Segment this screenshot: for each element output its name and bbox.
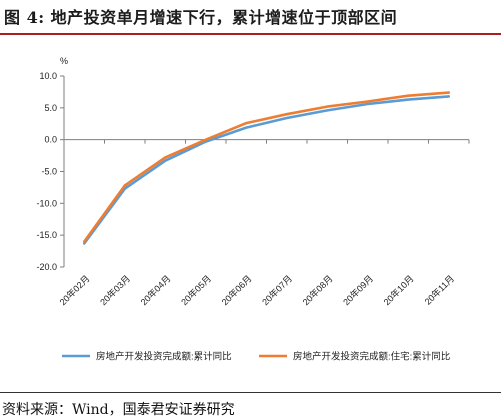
x-tick-label: 20年11月 <box>422 273 456 307</box>
x-tick-label: 20年09月 <box>340 273 375 308</box>
x-tick-label: 20年06月 <box>219 273 254 308</box>
title-bar: 图 4: 地产投资单月增速下行，累计增速位于顶部区间 <box>0 0 501 34</box>
x-tick-label: 20年08月 <box>300 273 335 308</box>
series-layer <box>83 91 451 245</box>
x-tick-label: 20年04月 <box>138 273 173 308</box>
legend-label-2: 房地产开发投资完成额:住宅:累计同比 <box>293 351 450 363</box>
y-tick-label: -15.0 <box>36 230 57 240</box>
y-axis: 10.0 5.0 0.0 -5.0 -10.0 -15.0 -20.0 <box>36 71 65 272</box>
y-tick-label: -5.0 <box>41 167 57 177</box>
legend-label-1: 房地产开发投资完成额:累计同比 <box>96 351 232 363</box>
y-tick-label: 10.0 <box>39 71 57 81</box>
page-title: 图 4: 地产投资单月增速下行，累计增速位于顶部区间 <box>4 8 398 27</box>
series-line-2 <box>83 91 451 243</box>
line-chart: % 10.05.00.0-5.0-10.0-15.0-20.0 20年02月 20… <box>36 56 470 363</box>
y-tick-label: 5.0 <box>44 103 57 113</box>
x-tick-label: 20年02月 <box>57 273 92 308</box>
y-unit-label: % <box>60 56 68 66</box>
source-note: 资料来源：Wind，国泰君安证券研究 <box>2 402 235 418</box>
x-tick-label: 20年03月 <box>97 273 132 308</box>
x-tick-label: 20年05月 <box>178 273 213 308</box>
y-tick-label: -20.0 <box>36 262 57 272</box>
footer-divider <box>0 392 501 393</box>
x-axis: 20年02月 20年03月 20年04月 20年05月 20年06月 20年07月 20年0… <box>57 139 470 308</box>
y-tick-label: 0.0 <box>44 135 57 145</box>
title-divider <box>0 33 501 35</box>
y-tick-label: -10.0 <box>36 198 57 208</box>
x-tick-label: 20年10月 <box>381 273 416 308</box>
legend: 房地产开发投资完成额:累计同比 房地产开发投资完成额:住宅:累计同比 <box>62 351 450 363</box>
series-line-1 <box>83 95 451 245</box>
x-tick-label: 20年07月 <box>259 273 294 308</box>
